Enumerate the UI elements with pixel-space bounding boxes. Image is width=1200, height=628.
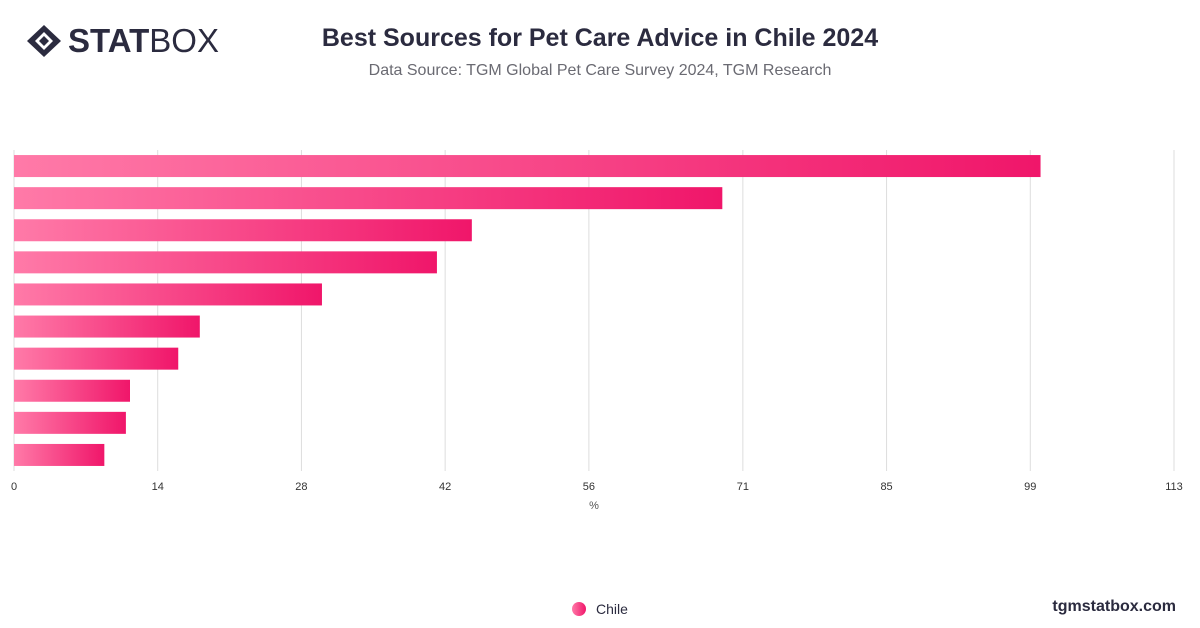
x-axis-ticks: 0 14 28 42 56 71 85 99 113 (11, 481, 1183, 493)
bar[interactable] (14, 155, 1041, 178)
legend-label: Chile (596, 601, 628, 617)
logo-wordmark: STATBOX (68, 22, 219, 59)
bar[interactable] (14, 347, 179, 370)
bar[interactable] (14, 251, 437, 274)
x-tick-label: 14 (152, 481, 164, 493)
legend-swatch (572, 602, 586, 616)
diamond-logo-icon (27, 25, 61, 57)
x-tick-label: 0 (11, 481, 17, 493)
bar[interactable] (14, 187, 723, 210)
footer-site[interactable]: tgmstatbox.com (1052, 598, 1176, 615)
x-tick-label: 85 (880, 481, 892, 493)
x-axis-label: % (589, 500, 599, 512)
bars (14, 155, 1041, 466)
bar[interactable] (14, 443, 105, 466)
x-tick-label: 113 (1165, 481, 1183, 493)
page-subtitle: Data Source: TGM Global Pet Care Survey … (368, 62, 832, 79)
bar[interactable] (14, 315, 200, 338)
bar[interactable] (14, 283, 322, 306)
bar[interactable] (14, 411, 126, 434)
page-title: Best Sources for Pet Care Advice in Chil… (321, 24, 879, 52)
x-tick-label: 99 (1024, 481, 1036, 493)
bar[interactable] (14, 379, 130, 402)
x-tick-label: 71 (737, 481, 749, 493)
bar[interactable] (14, 219, 472, 242)
x-tick-label: 42 (439, 481, 451, 493)
legend[interactable]: Chile (572, 601, 628, 617)
x-tick-label: 56 (583, 481, 595, 493)
x-tick-label: 28 (295, 481, 307, 493)
brand-logo: STATBOX (26, 24, 219, 58)
